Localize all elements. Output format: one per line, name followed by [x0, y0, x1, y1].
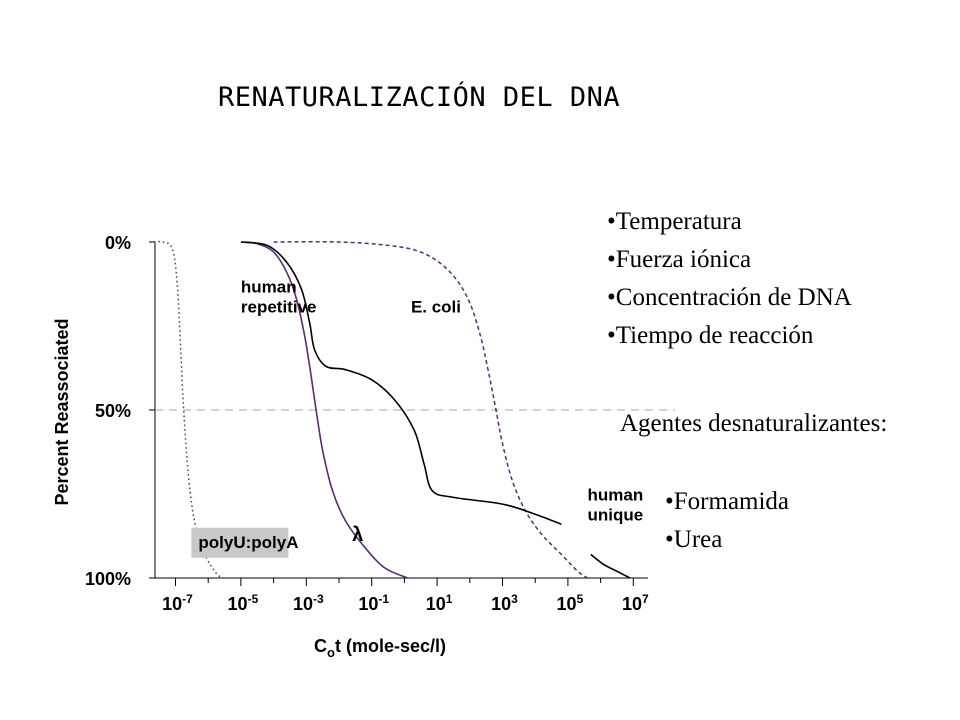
y-axis-label: Percent Reassociated: [52, 318, 72, 505]
factor-item: Temperatura: [607, 203, 852, 241]
y-tick-label: 100%: [85, 569, 131, 589]
series-label-e-coli: E. coli: [411, 298, 461, 317]
denaturing-agents-heading: Agentes desnaturalizantes:: [620, 410, 888, 437]
slide-title: RENATURALIZACIÓN DEL DNA: [218, 82, 621, 113]
x-tick-label: 105: [557, 592, 584, 614]
denaturing-agents-list: Formamida Urea: [665, 483, 789, 559]
curve-lambda: [240, 241, 409, 579]
curve-human-unique: [590, 553, 631, 579]
agent-item: Formamida: [665, 483, 789, 521]
curve-human-repetitive: [240, 241, 562, 525]
x-tick-label: 101: [426, 592, 453, 614]
factor-item: Concentración de DNA: [607, 279, 852, 317]
series-label-polyu-polya: polyU:polyA: [198, 533, 298, 552]
agent-item: Urea: [665, 521, 789, 559]
x-tick-label: 10-7: [162, 592, 193, 614]
factor-item: Tiempo de reacción: [607, 317, 852, 355]
x-tick-label: 107: [622, 592, 649, 614]
y-tick-label: 0%: [105, 233, 131, 253]
series-label-lambda: λ: [352, 524, 363, 546]
x-axis-label: Cot (mole-sec/l): [314, 636, 446, 660]
x-tick-label: 10-3: [293, 592, 324, 614]
renaturation-factors-list: Temperatura Fuerza iónica Concentración …: [607, 203, 852, 355]
y-tick-label: 50%: [95, 401, 131, 421]
series-label-human-repetitive: human repetitive: [241, 277, 317, 316]
curve-e-coli: [273, 240, 588, 579]
factor-item: Fuerza iónica: [607, 241, 852, 279]
x-tick-label: 10-1: [358, 592, 389, 614]
x-tick-label: 103: [491, 592, 518, 614]
series-label-human-unique: human unique: [588, 486, 644, 525]
x-tick-label: 10-5: [228, 592, 259, 614]
label-box-polyu-polya: [191, 527, 289, 558]
